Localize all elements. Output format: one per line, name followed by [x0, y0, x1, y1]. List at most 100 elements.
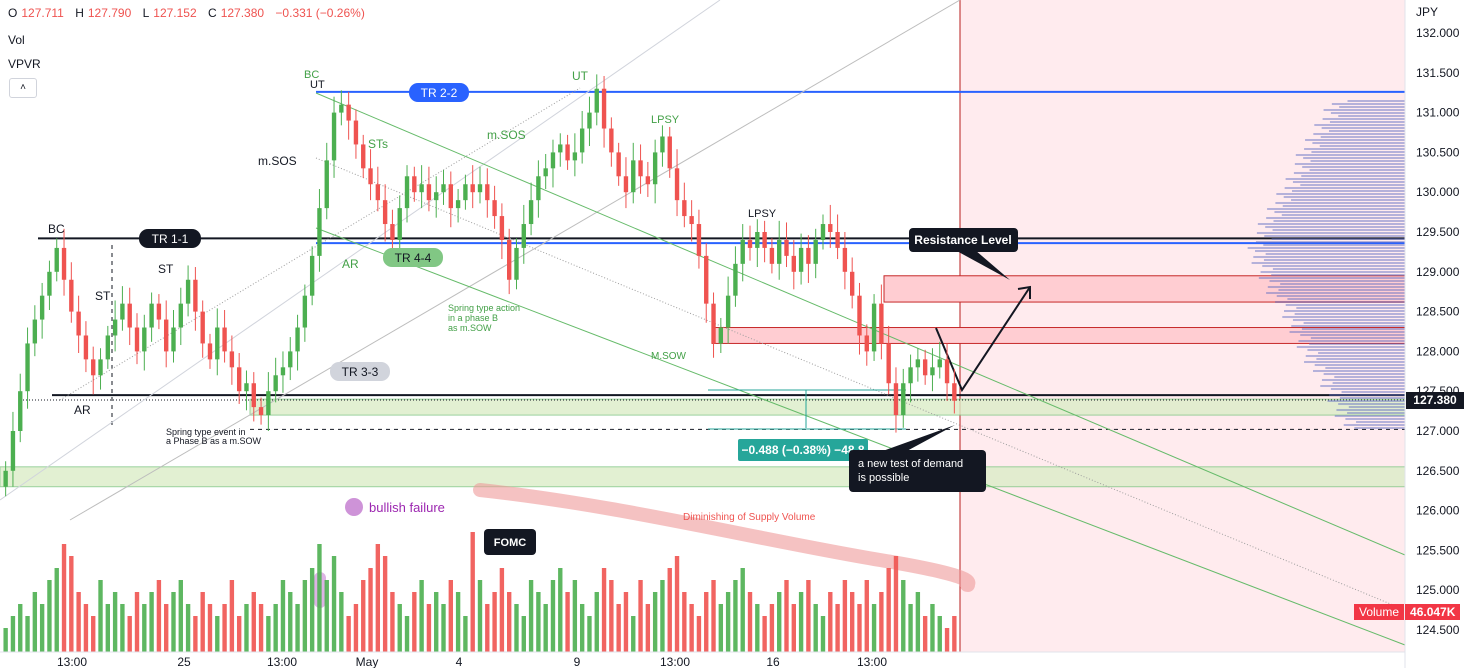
open-value: 127.711	[21, 6, 64, 20]
volume-bar	[696, 616, 702, 652]
time-tick-label: May	[356, 655, 379, 668]
candle-body	[244, 383, 249, 392]
candle-body	[901, 383, 906, 416]
candle-body	[507, 239, 512, 280]
candle-body	[419, 184, 424, 193]
candle-body	[382, 200, 388, 225]
lpsy-label-1: LPSY	[651, 114, 680, 126]
volume-bar	[178, 580, 183, 652]
vpvr-bar	[1307, 349, 1405, 351]
candle-body	[25, 343, 30, 392]
ut-label-2: UT	[572, 69, 589, 83]
volume-bar	[908, 604, 913, 652]
volume-bar	[485, 604, 490, 652]
volume-bar	[893, 556, 899, 652]
volume-bar	[302, 580, 308, 652]
close-label: C	[208, 6, 217, 20]
tr22-label: TR 2-2	[421, 86, 458, 100]
resistance-zone	[883, 275, 1406, 303]
vol-indicator-label[interactable]: Vol	[8, 33, 25, 47]
vpvr-bar	[1318, 352, 1405, 354]
vpvr-bar	[1302, 166, 1405, 168]
supply-label: Diminishing of Supply Volume	[683, 512, 816, 523]
vpvr-indicator-label[interactable]: VPVR	[8, 57, 41, 71]
vpvr-bar	[1258, 277, 1405, 279]
volume-bar	[536, 592, 541, 652]
volume-bar	[91, 616, 96, 652]
volume-bar	[54, 568, 59, 652]
vpvr-bar	[1292, 190, 1405, 192]
volume-bar	[193, 616, 198, 652]
candle-body	[258, 407, 264, 416]
vpvr-bar	[1304, 361, 1405, 363]
vpvr-bar	[1339, 106, 1405, 108]
vpvr-bar	[1338, 403, 1405, 405]
volume-bar	[434, 592, 439, 652]
vpvr-bar	[1348, 406, 1405, 408]
volume-bar	[448, 580, 453, 652]
candle-body	[740, 239, 745, 264]
vpvr-bar	[1316, 358, 1405, 360]
vpvr-bar	[1285, 178, 1405, 180]
candle-body	[791, 255, 796, 272]
candle-body	[463, 184, 468, 201]
volume-bar	[587, 616, 592, 652]
lpsy-label-2: LPSY	[748, 208, 777, 220]
volume-bar	[638, 580, 643, 652]
vpvr-bar	[1311, 151, 1405, 153]
volume-bar	[915, 592, 921, 652]
price-tick-label: 125.000	[1416, 583, 1460, 597]
candle-body	[550, 152, 556, 169]
vpvr-bar	[1291, 325, 1405, 327]
candle-body	[623, 176, 629, 193]
volume-bar	[368, 568, 373, 652]
ohlc-legend: O 127.711 H 127.790 L 127.152 C 127.380 −0.3…	[8, 6, 369, 20]
vpvr-bar	[1327, 400, 1405, 402]
vpvr-bar	[1303, 157, 1405, 159]
volume-bar	[777, 592, 782, 652]
candle-body	[762, 232, 767, 248]
volume-bar	[258, 604, 264, 652]
spring1-line3: as m.SOW	[448, 323, 492, 333]
volume-bar	[10, 616, 16, 652]
vpvr-bar	[1282, 316, 1405, 318]
vpvr-bar	[1341, 391, 1405, 393]
vpvr-bar	[1356, 421, 1405, 423]
volume-bar	[572, 580, 578, 652]
candles	[3, 74, 957, 497]
vpvr-bar	[1310, 337, 1405, 339]
collapse-legend-button[interactable]: ˄	[9, 78, 37, 98]
candle-body	[733, 263, 738, 296]
vpvr-bar	[1329, 130, 1405, 132]
volume-bar	[18, 604, 23, 652]
volume-bar	[390, 592, 395, 652]
candle-body	[171, 327, 176, 352]
vpvr-bar	[1267, 286, 1405, 288]
vpvr-bar	[1282, 205, 1405, 207]
candle-body	[879, 303, 884, 344]
vpvr-bar	[1354, 427, 1405, 429]
vpvr-bar	[1301, 328, 1405, 330]
vpvr-bar	[1260, 271, 1405, 273]
volume-bar	[791, 604, 796, 652]
volume-bar	[667, 568, 672, 652]
price-tick-label: 128.500	[1416, 305, 1460, 319]
volume-bar	[813, 604, 818, 652]
volume-bar	[171, 592, 176, 652]
candle-body	[353, 120, 359, 145]
volume-bar	[25, 616, 30, 652]
candle-body	[280, 367, 286, 376]
vpvr-bar	[1301, 175, 1405, 177]
candle-body	[908, 367, 913, 384]
volume-bar	[236, 616, 242, 652]
volume-bar	[32, 592, 38, 652]
candle-body	[915, 359, 921, 368]
volume-bar	[704, 592, 709, 652]
candle-body	[412, 176, 417, 193]
vpvr-bar	[1305, 355, 1405, 357]
volume-bar	[733, 580, 738, 652]
candle-body	[711, 303, 716, 344]
ar-label-1: AR	[74, 403, 91, 417]
measure-box: −0.488 (−0.38%) −48.8	[738, 439, 868, 461]
